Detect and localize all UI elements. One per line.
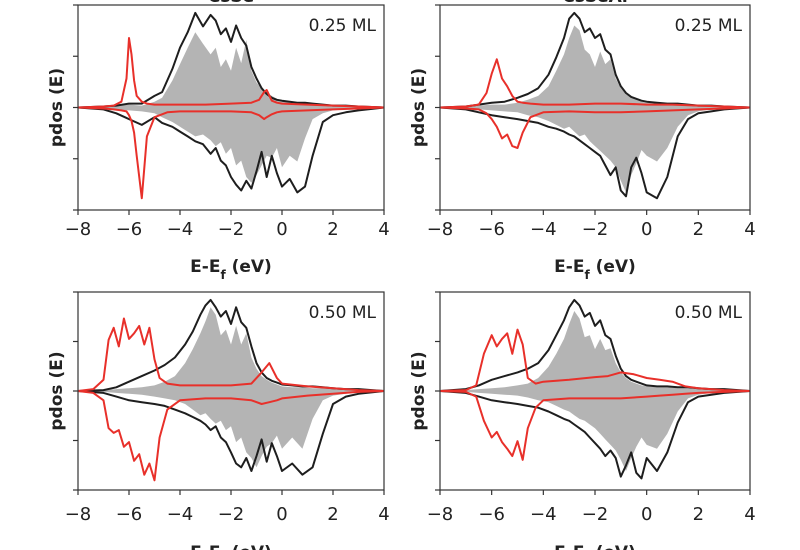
red-curve-spin-up (78, 37, 384, 109)
panel-title: CsSeAl (562, 0, 627, 7)
x-tick-label: 0 (276, 219, 287, 240)
x-tick-label: −2 (582, 504, 609, 525)
y-axis-label: pdos (E) (409, 68, 429, 147)
plot-area (440, 298, 750, 480)
black-curve-spin-up (78, 11, 384, 109)
black-curve-spin-up (440, 298, 750, 392)
coverage-label: 0.25 ML (675, 16, 743, 36)
x-tick-label: −8 (427, 504, 454, 525)
red-curve-spin-up (78, 317, 384, 392)
x-tick-label: −2 (218, 504, 245, 525)
pdos-panel-2: −8 −6 −4 −2 0 2 4 E-Ef (eV) pdos (E) 0.25 ML CsSeA… (409, 0, 756, 282)
x-tick-label: −4 (530, 504, 557, 525)
gray-fill-spin-up (78, 32, 384, 108)
x-tick-label: −6 (478, 504, 505, 525)
gray-fill-spin-up (78, 307, 384, 391)
y-axis-label: pdos (E) (47, 68, 67, 147)
x-axis-label: E-Ef (eV) (190, 543, 272, 550)
x-tick-label: −4 (167, 504, 194, 525)
x-tick-label: 2 (693, 219, 704, 240)
gray-fill-spin-down (78, 107, 384, 183)
black-curve-spin-down (78, 106, 384, 194)
coverage-label: 0.50 ML (675, 303, 743, 323)
black-curve-spin-down (440, 106, 750, 200)
gray-fill-spin-down (440, 391, 750, 471)
x-axis-label: E-Ef (eV) (554, 257, 636, 282)
red-curve-spin-down (78, 390, 384, 482)
x-tick-label: 4 (744, 219, 755, 240)
x-axis-label: E-Ef (eV) (554, 543, 636, 550)
coverage-label: 0.25 ML (309, 16, 377, 36)
black-curve-spin-down (78, 390, 384, 476)
x-tick-label: −2 (218, 219, 245, 240)
x-axis-label: E-Ef (eV) (190, 257, 272, 282)
x-tick-label: 4 (378, 504, 389, 525)
x-tick-label: −8 (65, 504, 92, 525)
x-tick-label: −8 (65, 219, 92, 240)
x-tick-label: 2 (693, 504, 704, 525)
gray-fill-spin-up (440, 25, 750, 108)
red-curve-spin-down (440, 106, 750, 149)
red-curve-spin-down (440, 390, 750, 461)
x-tick-label: 4 (744, 504, 755, 525)
pdos-panel-3: −8 −6 −4 −2 0 2 4 E-Ef (eV) pdos (E) 0.50 ML (47, 291, 390, 550)
gray-fill-spin-up (440, 311, 750, 391)
x-tick-label: −6 (116, 504, 143, 525)
red-curve-spin-up (440, 328, 750, 392)
plot-area (78, 11, 384, 200)
x-tick-label: 4 (378, 219, 389, 240)
x-tick-label: −6 (116, 219, 143, 240)
plot-area (440, 11, 750, 200)
x-tick-label: −8 (427, 219, 454, 240)
x-tick-label: 0 (641, 504, 652, 525)
x-tick-label: −4 (530, 219, 557, 240)
x-tick-label: −2 (582, 219, 609, 240)
y-axis-label: pdos (E) (409, 351, 429, 430)
gray-fill-spin-down (440, 107, 750, 193)
pdos-panel-4: −8 −6 −4 −2 0 2 4 E-Ef (eV) pdos (E) 0.50 ML (409, 291, 756, 550)
pdos-panel-1: −8 −6 −4 −2 0 2 4 E-Ef (eV) pdos (E) 0.25 ML CsSe (47, 0, 390, 282)
x-tick-label: 2 (327, 504, 338, 525)
red-curve-spin-down (78, 106, 384, 200)
x-tick-label: 0 (276, 504, 287, 525)
plot-area (78, 298, 384, 482)
red-curve-spin-up (440, 58, 750, 109)
x-tick-label: 0 (641, 219, 652, 240)
x-tick-label: −4 (167, 219, 194, 240)
panel-title: CsSe (208, 0, 254, 7)
coverage-label: 0.50 ML (309, 303, 377, 323)
black-curve-spin-down (440, 390, 750, 480)
x-tick-label: 2 (327, 219, 338, 240)
x-tick-label: −6 (478, 219, 505, 240)
gray-fill-spin-down (78, 391, 384, 468)
y-axis-label: pdos (E) (47, 351, 67, 430)
